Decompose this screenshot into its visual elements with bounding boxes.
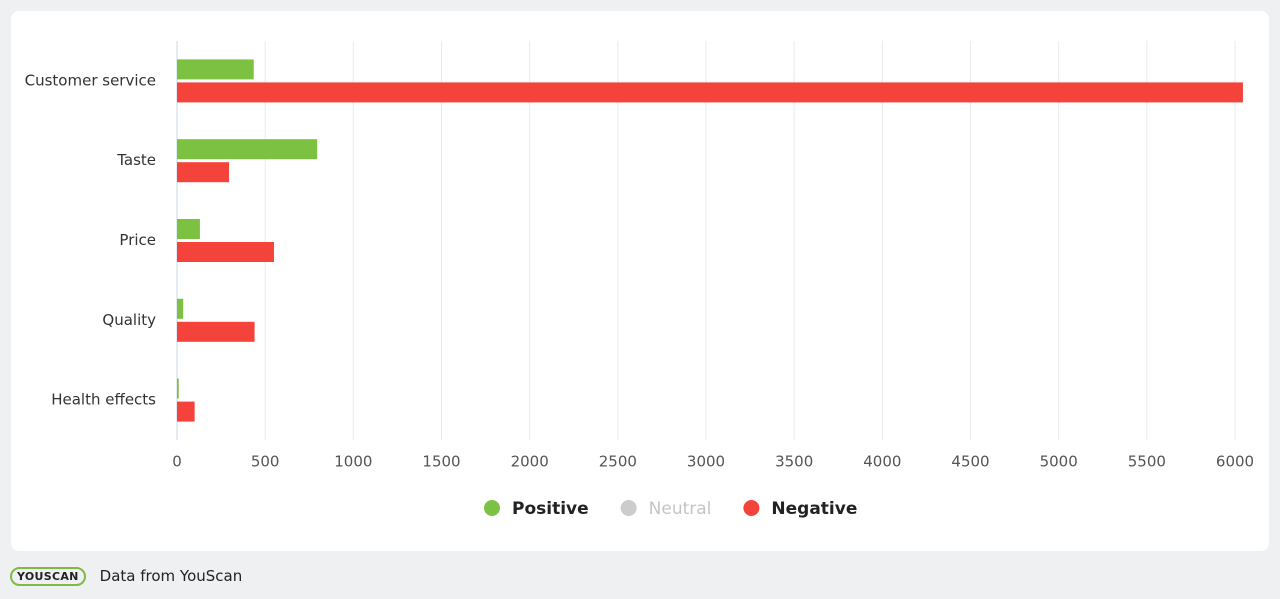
bar (177, 321, 255, 342)
source-note: Data from YouScan (99, 567, 243, 585)
bar (177, 82, 1243, 103)
bar (177, 219, 200, 239)
x-tick-label: 1500 (422, 453, 460, 471)
legend-marker[interactable] (620, 500, 637, 516)
bar (177, 298, 184, 319)
y-tick-label: Price (119, 231, 156, 249)
bar (177, 401, 195, 422)
y-tick-label: Taste (116, 151, 156, 169)
legend-label[interactable]: Neutral (649, 499, 712, 519)
logo: YOUSCAN (10, 566, 86, 586)
bar (177, 139, 318, 160)
x-tick-label: 2500 (599, 453, 637, 471)
bar (177, 59, 254, 80)
legend-marker[interactable] (743, 500, 760, 516)
legend-label[interactable]: Negative (771, 499, 857, 519)
y-tick-label: Customer service (25, 71, 156, 89)
y-tick-label: Quality (102, 311, 156, 329)
x-tick-label: 4500 (951, 453, 989, 471)
bar (177, 378, 179, 399)
x-tick-label: 5500 (1128, 453, 1166, 471)
footer: YOUSCAN Data from YouScan (10, 562, 242, 590)
legend-label[interactable]: Positive (512, 499, 589, 519)
x-tick-label: 3500 (775, 453, 813, 471)
chart: 0 500 1000 1500 2000 2500 3000 3500 4000 4500 5000… (25, 41, 1254, 519)
x-tick-label: 5000 (1040, 453, 1078, 471)
legend-marker[interactable] (484, 500, 500, 516)
x-tick-label: 1000 (334, 453, 372, 471)
x-tick-label: 6000 (1216, 453, 1254, 471)
bar (177, 162, 230, 183)
x-tick-label: 500 (251, 453, 280, 471)
bar (177, 242, 274, 262)
x-tick-label: 3000 (687, 453, 725, 471)
x-tick-label: 4000 (863, 453, 901, 471)
x-tick-label: 0 (172, 453, 182, 471)
x-tick-label: 2000 (511, 453, 549, 471)
y-tick-label: Health effects (51, 391, 156, 409)
